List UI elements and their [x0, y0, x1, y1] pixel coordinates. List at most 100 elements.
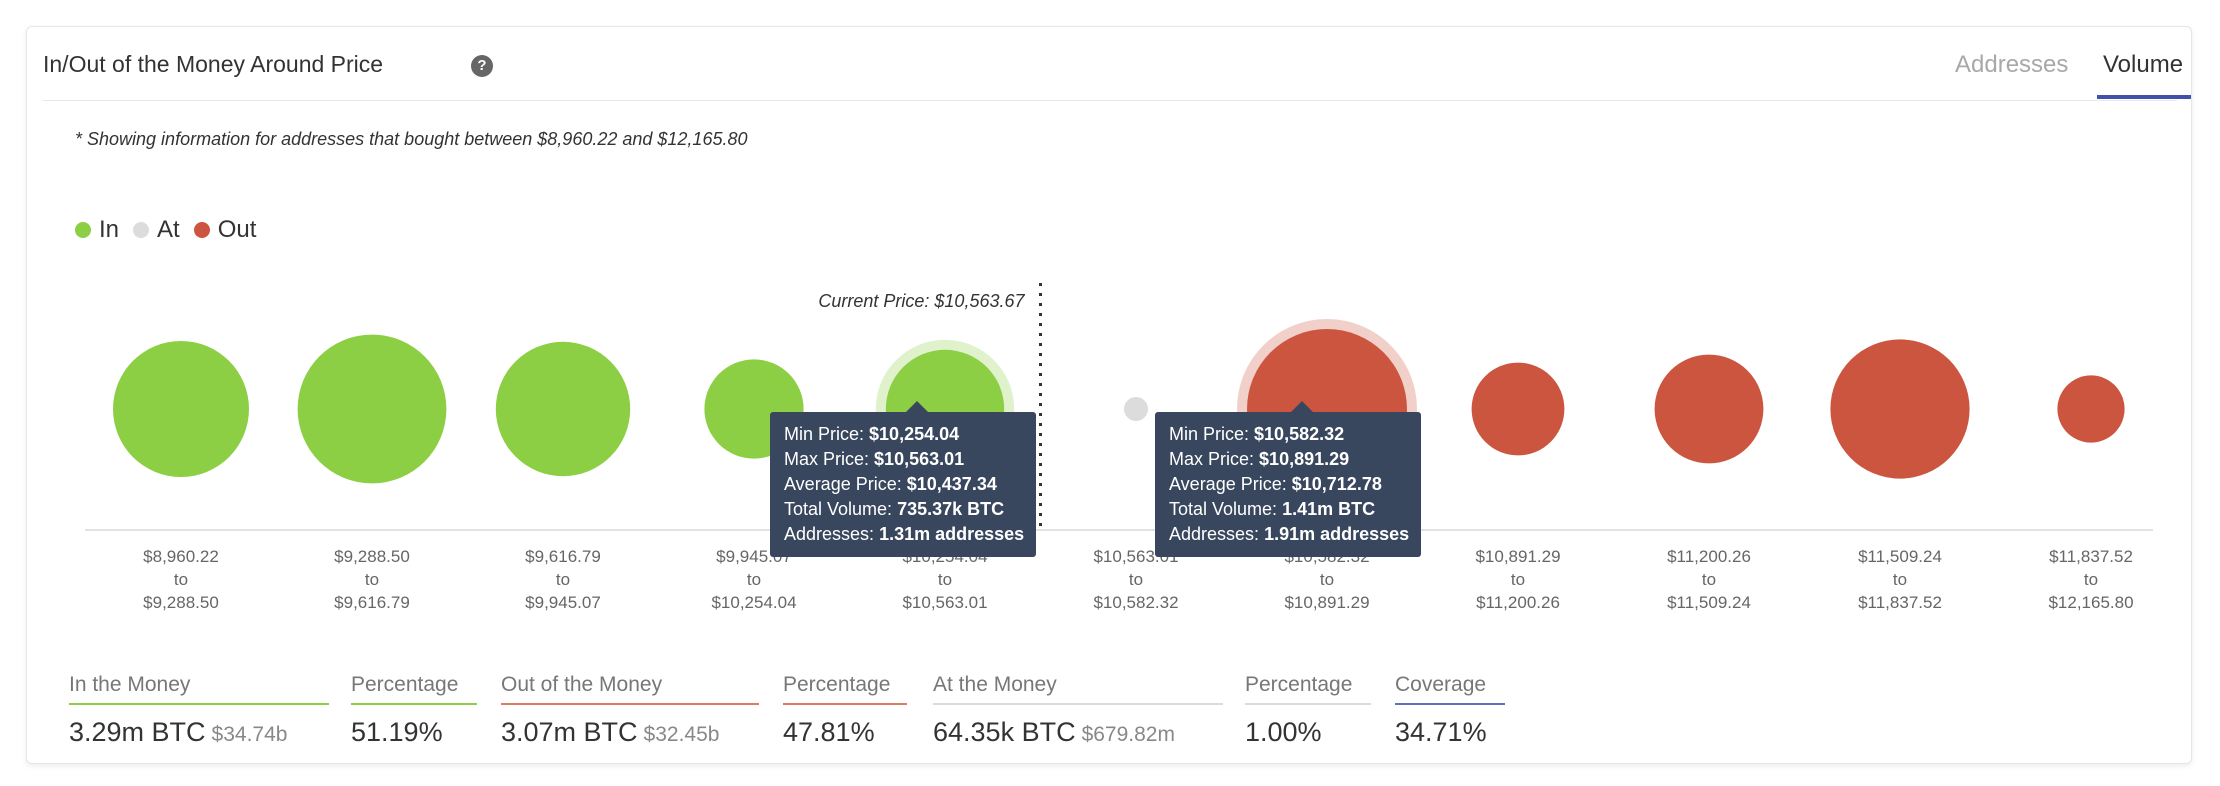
- tab-volume[interactable]: Volume: [2103, 51, 2184, 78]
- tooltip-row: Min Price: $10,582.32: [1169, 424, 1345, 444]
- summary-label: Out of the Money: [501, 673, 663, 696]
- x-tick-line: $10,582.32: [1093, 593, 1178, 612]
- summary-value: 51.19%: [351, 717, 443, 747]
- x-tick-label: $11,200.26 to $11,509.24: [1667, 547, 1751, 612]
- legend-label-in: In: [99, 216, 120, 243]
- x-tick-line: $11,200.26: [1667, 547, 1751, 566]
- bubble-out: [1654, 354, 1764, 464]
- x-tick-label: $10,891.29 to $11,200.26: [1475, 547, 1560, 612]
- x-tick-line: $9,616.79: [334, 593, 410, 612]
- summary-underline: [351, 703, 477, 705]
- summary-label: Percentage: [351, 673, 459, 696]
- x-tick-line: $11,837.52: [2049, 547, 2133, 566]
- card-title: In/Out of the Money Around Price: [43, 51, 384, 77]
- x-tick-line: $10,254.04: [711, 593, 796, 612]
- x-tick-line: $11,509.24: [1667, 593, 1751, 612]
- active-tab-indicator: [2097, 95, 2191, 99]
- tooltip-bucket-7: Min Price: $10,582.32 Max Price: $10,891…: [1155, 401, 1422, 557]
- summary-underline: [69, 703, 329, 705]
- x-tick-line: $11,509.24: [1858, 547, 1942, 566]
- bubble-in: [113, 341, 249, 477]
- legend-item-at[interactable]: At: [133, 216, 180, 244]
- summary-underline: [501, 703, 759, 705]
- tooltip-row: Average Price: $10,437.34: [784, 474, 997, 494]
- x-tick-line: to: [1129, 570, 1143, 589]
- tooltip-row: Total Volume: 1.41m BTC: [1169, 499, 1376, 519]
- summary-value: 34.71%: [1395, 717, 1487, 747]
- range-note: * Showing information for addresses that…: [75, 129, 748, 149]
- x-tick-line: $11,200.26: [1476, 593, 1560, 612]
- summary-value: 64.35k BTC $679.82m: [933, 717, 1175, 747]
- x-tick-line: $9,616.79: [525, 547, 601, 566]
- tooltip-row: Max Price: $10,563.01: [784, 449, 965, 469]
- summary-at-percentage: Percentage 1.00%: [1245, 673, 1371, 748]
- summary-label: Coverage: [1395, 673, 1487, 696]
- tooltip-row: Addresses: 1.31m addresses: [784, 524, 1025, 544]
- tooltip-row: Average Price: $10,712.78: [1169, 474, 1382, 494]
- summary-out-percentage: Percentage 47.81%: [783, 673, 907, 748]
- legend-item-out[interactable]: Out: [193, 216, 257, 244]
- x-tick-line: to: [1320, 570, 1334, 589]
- x-tick-label: $10,563.01 to $10,582.32: [1093, 547, 1178, 612]
- summary-coverage: Coverage 34.71%: [1395, 673, 1505, 748]
- summary-label: At the Money: [933, 673, 1057, 696]
- legend-label-at: At: [157, 216, 180, 243]
- current-price-label: Current Price: $10,563.67: [818, 291, 1025, 311]
- x-tick-line: to: [365, 570, 379, 589]
- x-tick-line: to: [2084, 570, 2098, 589]
- summary-label: In the Money: [69, 673, 191, 696]
- x-tick-label: $8,960.22 to $9,288.50: [143, 547, 219, 612]
- legend-dot-at-icon: [133, 222, 150, 238]
- x-tick-line: $8,960.22: [143, 547, 219, 566]
- legend-item-in[interactable]: In: [75, 216, 119, 244]
- summary-underline: [1245, 703, 1371, 705]
- card-header: In/Out of the Money Around Price ? Addre…: [43, 27, 2191, 101]
- bubble-at: [1124, 397, 1148, 421]
- bubble-chart: Current Price: $10,563.67$8,960.22 to $9,2…: [85, 283, 2153, 612]
- tooltip-row: Max Price: $10,891.29: [1169, 449, 1350, 469]
- summary-value: 3.29m BTC $34.74b: [69, 717, 288, 747]
- x-tick-label: $11,837.52 to $12,165.80: [2048, 547, 2133, 612]
- tab-addresses[interactable]: Addresses: [1955, 51, 2069, 78]
- in-out-money-card: In/Out of the Money Around Price ? Addre…: [26, 26, 2192, 764]
- summary-underline: [933, 703, 1223, 705]
- summary-subvalue: $34.74b: [211, 723, 288, 746]
- bubble-in: [495, 341, 631, 477]
- legend-dot-in-icon: [75, 222, 91, 238]
- x-tick-line: to: [174, 570, 188, 589]
- x-tick-line: to: [747, 570, 761, 589]
- x-tick-line: to: [1702, 570, 1716, 589]
- x-tick-line: $10,563.01: [902, 593, 987, 612]
- summary-label: Percentage: [783, 673, 891, 696]
- bubble-out: [1830, 339, 1970, 479]
- x-tick-line: $9,288.50: [143, 593, 219, 612]
- x-tick-label: $9,616.79 to $9,945.07: [525, 547, 601, 612]
- tooltip-bucket-5: Min Price: $10,254.04 Max Price: $10,563…: [770, 401, 1037, 557]
- x-tick-label: $9,288.50 to $9,616.79: [334, 547, 410, 612]
- x-tick-label: $11,509.24 to $11,837.52: [1858, 547, 1942, 612]
- bubble-out: [1471, 362, 1565, 456]
- summary-underline: [1395, 703, 1505, 705]
- legend-dot-out-icon: [193, 222, 210, 238]
- summary-label: Percentage: [1245, 673, 1353, 696]
- tooltip-row: Min Price: $10,254.04: [784, 424, 960, 444]
- x-tick-line: $9,288.50: [334, 547, 410, 566]
- x-tick-line: to: [1511, 570, 1525, 589]
- summary-in-percentage: Percentage 51.19%: [351, 673, 477, 748]
- summary-at-the-money: At the Money 64.35k BTC $679.82m: [933, 673, 1223, 748]
- summary-underline: [783, 703, 907, 705]
- summary-out-of-the-money: Out of the Money 3.07m BTC $32.45b: [501, 673, 759, 748]
- summary-subvalue: $32.45b: [643, 723, 720, 746]
- summary-value: 47.81%: [783, 717, 875, 747]
- tooltip-row: Addresses: 1.91m addresses: [1169, 524, 1410, 544]
- chart-legend: In At Out: [75, 215, 270, 245]
- x-tick-line: $12,165.80: [2048, 593, 2133, 612]
- x-tick-line: $11,837.52: [1858, 593, 1942, 612]
- question-circle-icon[interactable]: ?: [471, 55, 493, 77]
- summary-subvalue: $679.82m: [1081, 723, 1175, 746]
- bubble-out: [2057, 375, 2125, 443]
- x-tick-line: $10,891.29: [1284, 593, 1369, 612]
- summary-value: 3.07m BTC $32.45b: [501, 717, 720, 747]
- x-tick-line: $9,945.07: [525, 593, 601, 612]
- legend-label-out: Out: [217, 216, 257, 243]
